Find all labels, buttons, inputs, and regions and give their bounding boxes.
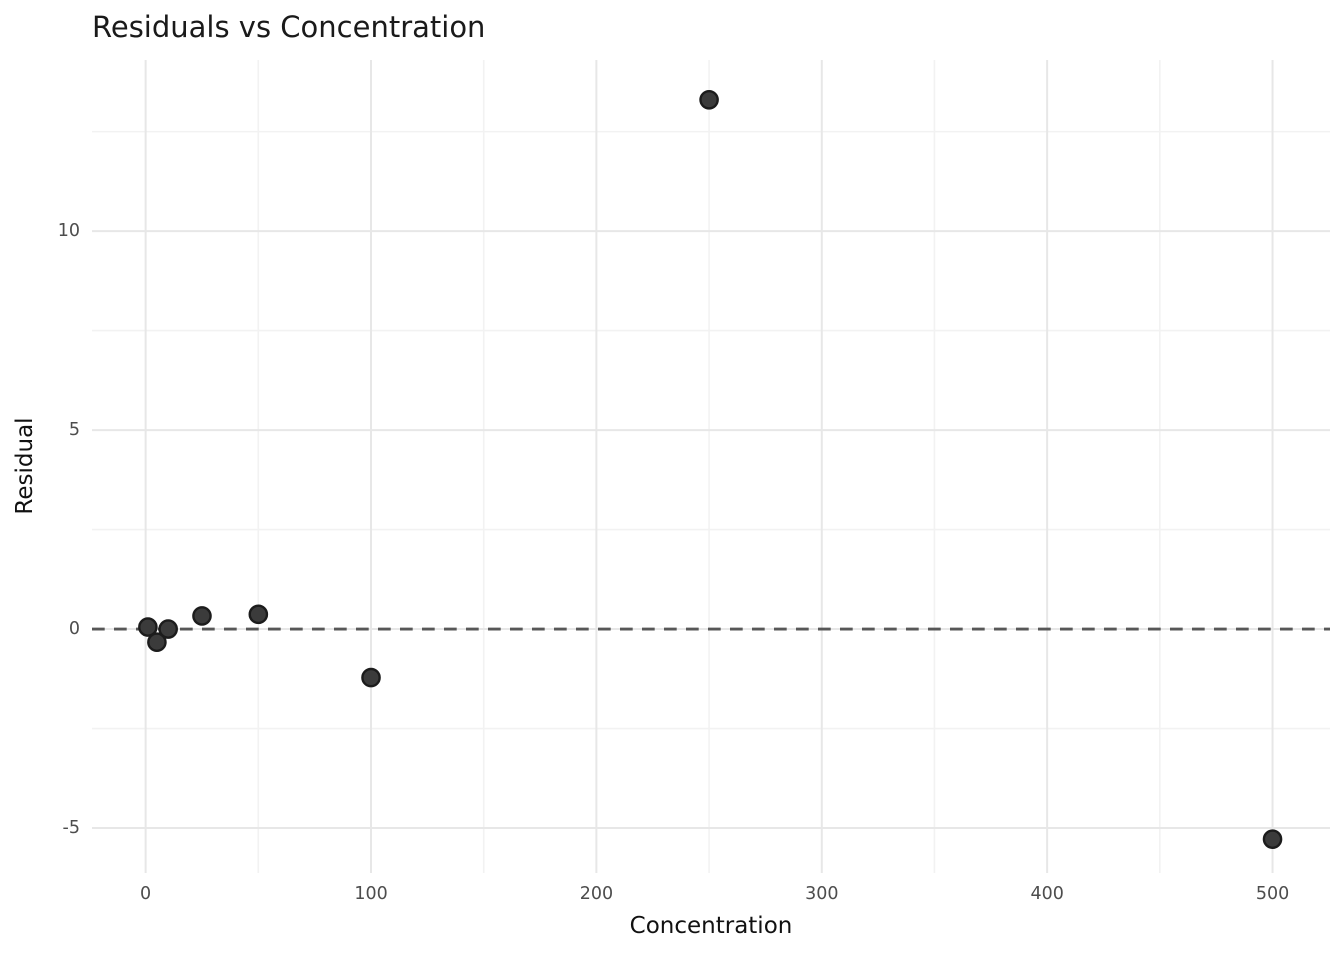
data-point	[361, 667, 381, 688]
data-point	[248, 604, 269, 625]
y-axis-title: Residual	[12, 417, 38, 515]
y-tick-label: 5	[68, 420, 80, 441]
plot-title: Residuals vs Concentration	[92, 10, 486, 44]
x-tick-label: 0	[140, 884, 152, 904]
x-axis-title: Concentration	[629, 913, 793, 939]
data-point	[147, 632, 167, 652]
data-point	[192, 606, 212, 626]
data-point	[138, 617, 158, 637]
x-tick-label: 300	[805, 884, 839, 904]
y-tick-label: 0	[68, 619, 80, 640]
x-tick-label: 100	[354, 884, 388, 904]
data-point	[1262, 829, 1283, 849]
data-point	[158, 619, 178, 639]
x-tick-label: 200	[579, 884, 614, 904]
plot-panel	[92, 60, 1330, 873]
y-tick-label: 10	[57, 221, 80, 242]
plot-svg	[92, 60, 1330, 873]
x-tick-label: 400	[1030, 884, 1064, 904]
x-tick-label: 500	[1255, 884, 1290, 904]
data-point	[699, 89, 719, 110]
y-tick-label: -5	[62, 818, 80, 839]
